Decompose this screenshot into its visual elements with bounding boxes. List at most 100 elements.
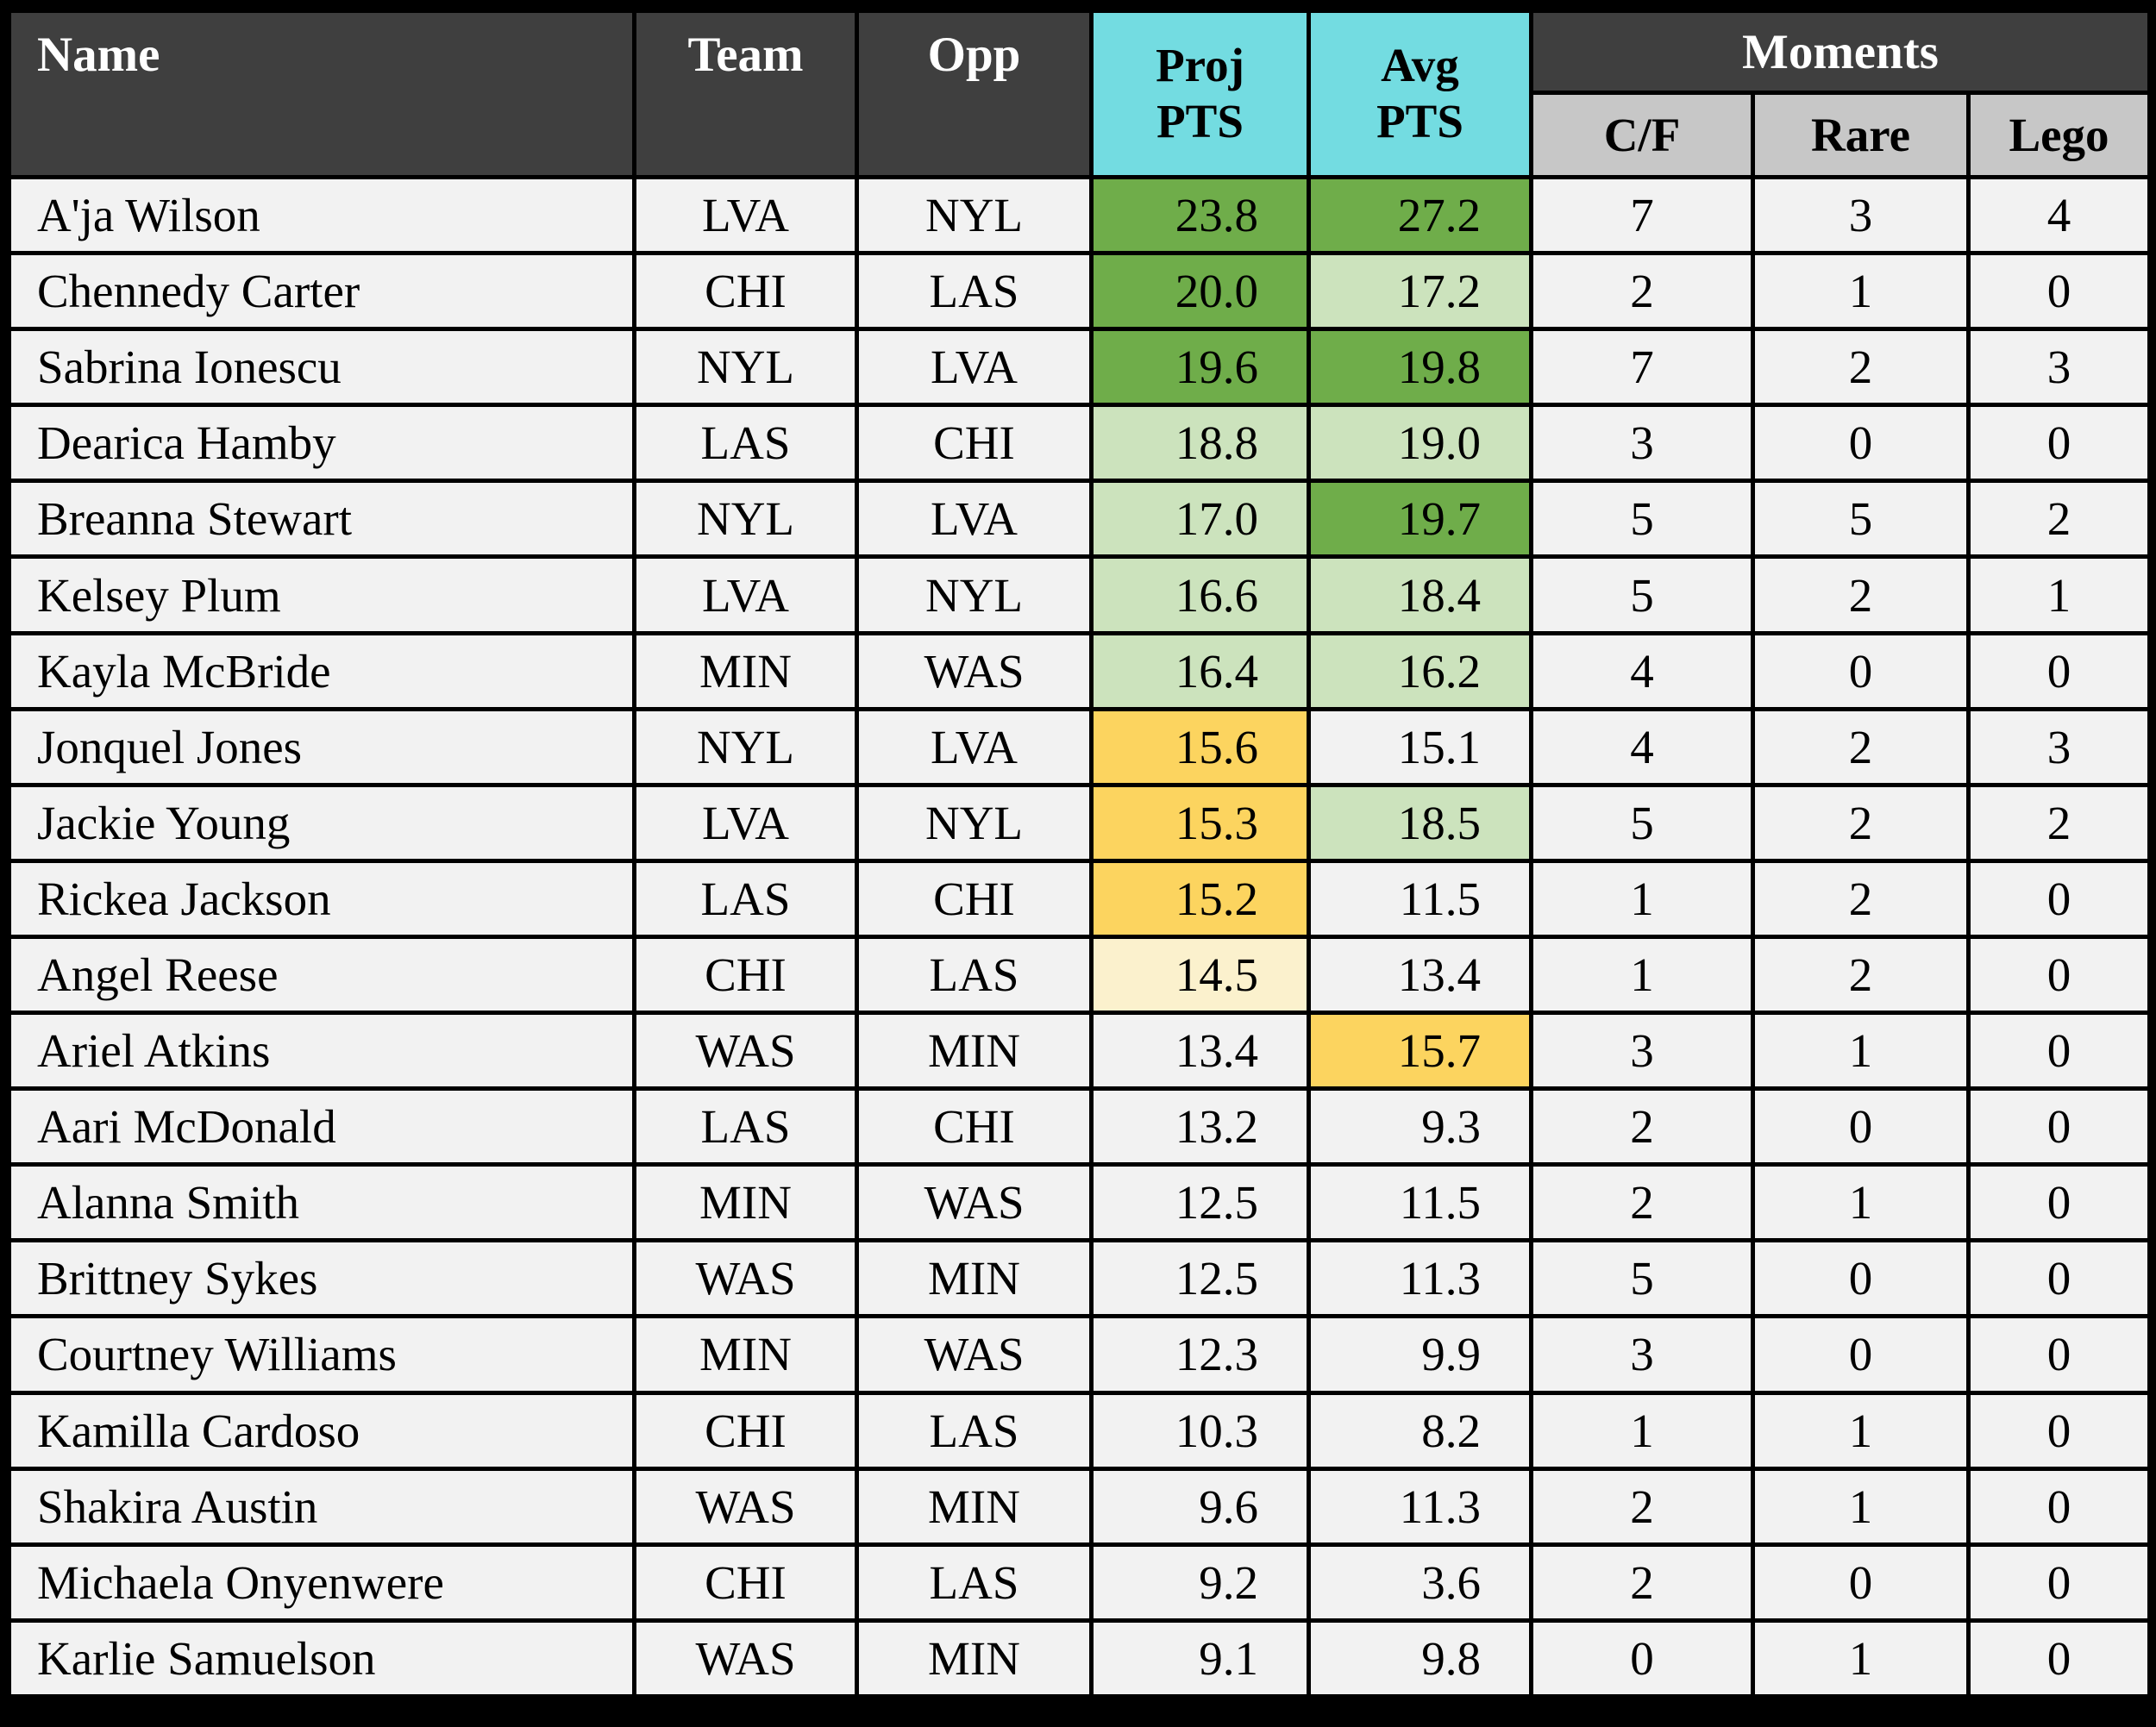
player-name-cell: Kayla McBride <box>7 630 636 711</box>
player-name-cell: Brittney Sykes <box>7 1238 636 1319</box>
rare-cell: 0 <box>1751 1542 1971 1623</box>
column-header-name: Name <box>7 9 636 179</box>
table-row: Ariel Atkins WAS MIN 13.4 15.7 3 1 0 <box>7 1011 2153 1092</box>
table-row: Kelsey Plum LVA NYL 16.6 18.4 5 2 1 <box>7 554 2153 635</box>
team-cell: CHI <box>632 1390 859 1471</box>
cf-cell: 7 <box>1529 327 1755 408</box>
avg-pts-cell: 9.3 <box>1307 1086 1533 1167</box>
lego-cell: 0 <box>1965 1542 2153 1623</box>
avg-pts-cell: 9.8 <box>1307 1617 1533 1699</box>
player-name-cell: Jackie Young <box>7 782 636 863</box>
team-cell: NYL <box>632 479 859 560</box>
avg-pts-cell: 3.6 <box>1307 1542 1533 1623</box>
column-header-lego: Lego <box>1965 91 2153 179</box>
table-row: Karlie Samuelson WAS MIN 9.1 9.8 0 1 0 <box>7 1617 2153 1699</box>
cf-cell: 5 <box>1529 1238 1755 1319</box>
player-name-cell: Aari McDonald <box>7 1086 636 1167</box>
avg-pts-cell: 19.8 <box>1307 327 1533 408</box>
player-name-cell: Dearica Hamby <box>7 403 636 484</box>
lego-cell: 3 <box>1965 327 2153 408</box>
player-name-cell: Angel Reese <box>7 934 636 1016</box>
lego-cell: 4 <box>1965 174 2153 256</box>
table-row: Angel Reese CHI LAS 14.5 13.4 1 2 0 <box>7 934 2153 1016</box>
team-cell: LVA <box>632 554 859 635</box>
lego-cell: 2 <box>1965 782 2153 863</box>
team-cell: MIN <box>632 630 859 711</box>
team-cell: NYL <box>632 327 859 408</box>
table-row: Alanna Smith MIN WAS 12.5 11.5 2 1 0 <box>7 1162 2153 1243</box>
proj-pts-cell: 17.0 <box>1089 479 1311 560</box>
opp-cell: NYL <box>855 782 1094 863</box>
table-row: Brittney Sykes WAS MIN 12.5 11.3 5 0 0 <box>7 1238 2153 1319</box>
rare-cell: 0 <box>1751 630 1971 711</box>
table-row: Michaela Onyenwere CHI LAS 9.2 3.6 2 0 0 <box>7 1542 2153 1623</box>
column-header-team: Team <box>632 9 859 179</box>
player-name-cell: Ariel Atkins <box>7 1011 636 1092</box>
rare-cell: 2 <box>1751 782 1971 863</box>
opp-cell: MIN <box>855 1238 1094 1319</box>
team-cell: LAS <box>632 1086 859 1167</box>
column-header-avg-pts: Avg PTS <box>1307 9 1533 179</box>
table-header: Name Team Opp Proj PTS Avg PTS Moments C/F… <box>7 9 2153 179</box>
avg-pts-cell: 19.0 <box>1307 403 1533 484</box>
opp-cell: WAS <box>855 1162 1094 1243</box>
avg-pts-cell: 11.3 <box>1307 1466 1533 1547</box>
rare-cell: 1 <box>1751 251 1971 332</box>
avg-pts-cell: 11.5 <box>1307 1162 1533 1243</box>
player-name-cell: Kelsey Plum <box>7 554 636 635</box>
player-name-cell: Kamilla Cardoso <box>7 1390 636 1471</box>
opp-cell: LVA <box>855 327 1094 408</box>
player-name-cell: Jonquel Jones <box>7 706 636 787</box>
team-cell: MIN <box>632 1314 859 1395</box>
avg-pts-cell: 15.7 <box>1307 1011 1533 1092</box>
opp-cell: MIN <box>855 1617 1094 1699</box>
proj-pts-cell: 14.5 <box>1089 934 1311 1016</box>
player-name-cell: Michaela Onyenwere <box>7 1542 636 1623</box>
rare-cell: 2 <box>1751 327 1971 408</box>
table-body: A'ja Wilson LVA NYL 23.8 27.2 7 3 4 Chen… <box>7 174 2153 1699</box>
avg-pts-cell: 16.2 <box>1307 630 1533 711</box>
team-cell: WAS <box>632 1617 859 1699</box>
player-projections-table: Name Team Opp Proj PTS Avg PTS Moments C/F… <box>7 9 2153 1699</box>
cf-cell: 2 <box>1529 1466 1755 1547</box>
table-row: Rickea Jackson LAS CHI 15.2 11.5 1 2 0 <box>7 858 2153 939</box>
lego-cell: 0 <box>1965 1086 2153 1167</box>
avg-pts-cell: 18.5 <box>1307 782 1533 863</box>
rare-cell: 1 <box>1751 1011 1971 1092</box>
avg-pts-cell: 13.4 <box>1307 934 1533 1016</box>
player-name-cell: Chennedy Carter <box>7 251 636 332</box>
team-cell: CHI <box>632 934 859 1016</box>
table-row: Kamilla Cardoso CHI LAS 10.3 8.2 1 1 0 <box>7 1390 2153 1471</box>
lego-cell: 0 <box>1965 1238 2153 1319</box>
lego-cell: 0 <box>1965 403 2153 484</box>
cf-cell: 3 <box>1529 1011 1755 1092</box>
column-header-proj-pts: Proj PTS <box>1089 9 1311 179</box>
cf-cell: 1 <box>1529 934 1755 1016</box>
cf-cell: 2 <box>1529 1162 1755 1243</box>
lego-cell: 3 <box>1965 706 2153 787</box>
rare-cell: 1 <box>1751 1466 1971 1547</box>
table-row: Dearica Hamby LAS CHI 18.8 19.0 3 0 0 <box>7 403 2153 484</box>
opp-cell: LAS <box>855 934 1094 1016</box>
opp-cell: CHI <box>855 1086 1094 1167</box>
avg-pts-cell: 9.9 <box>1307 1314 1533 1395</box>
lego-cell: 0 <box>1965 1011 2153 1092</box>
rare-cell: 1 <box>1751 1390 1971 1471</box>
team-cell: NYL <box>632 706 859 787</box>
proj-pts-cell: 9.6 <box>1089 1466 1311 1547</box>
lego-cell: 0 <box>1965 1390 2153 1471</box>
opp-cell: LVA <box>855 706 1094 787</box>
lego-cell: 0 <box>1965 1617 2153 1699</box>
player-name-cell: Sabrina Ionescu <box>7 327 636 408</box>
team-cell: CHI <box>632 251 859 332</box>
avg-pts-cell: 11.3 <box>1307 1238 1533 1319</box>
proj-pts-cell: 12.5 <box>1089 1238 1311 1319</box>
team-cell: LAS <box>632 403 859 484</box>
cf-cell: 4 <box>1529 706 1755 787</box>
table-row: Shakira Austin WAS MIN 9.6 11.3 2 1 0 <box>7 1466 2153 1547</box>
cf-cell: 5 <box>1529 782 1755 863</box>
cf-cell: 7 <box>1529 174 1755 256</box>
rare-cell: 0 <box>1751 1314 1971 1395</box>
opp-cell: LAS <box>855 251 1094 332</box>
rare-cell: 2 <box>1751 554 1971 635</box>
